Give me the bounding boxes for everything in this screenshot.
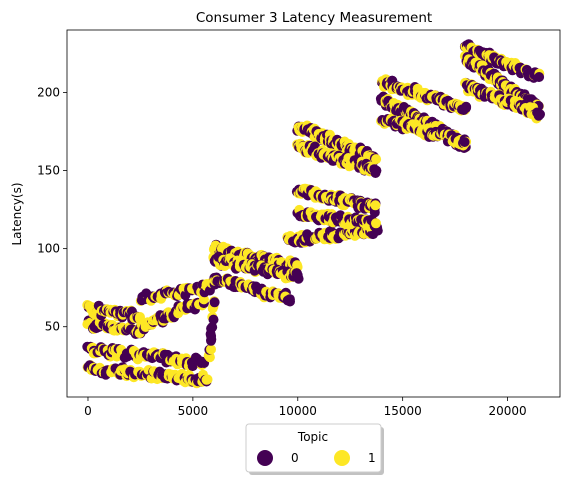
data-point (371, 154, 382, 165)
y-axis-label: Latency(s) (10, 182, 24, 245)
data-point (371, 218, 381, 229)
y-tick-label: 200 (37, 85, 60, 99)
data-point (206, 331, 217, 341)
legend: Topic 0 1 (245, 423, 384, 475)
y-tick-label: 50 (45, 320, 60, 334)
data-point (292, 270, 303, 281)
y-axis: 50 100 150 200 (37, 85, 67, 334)
data-point (204, 352, 215, 363)
x-tick-label: 10000 (279, 404, 317, 418)
data-point (135, 312, 145, 322)
legend-label-1: 1 (368, 451, 376, 465)
data-point (201, 374, 212, 385)
data-point (209, 297, 220, 308)
data-point (206, 323, 217, 334)
data-point (533, 110, 544, 121)
data-point (459, 137, 470, 147)
x-tick-label: 20000 (488, 404, 526, 418)
data-point (206, 344, 216, 355)
points-layer (82, 39, 545, 389)
legend-title: Topic (297, 430, 328, 444)
y-tick-label: 100 (37, 242, 60, 256)
legend-marker-1 (334, 450, 350, 466)
x-tick-label: 0 (84, 404, 92, 418)
legend-marker-0 (257, 450, 273, 466)
data-point (370, 168, 381, 178)
data-point (197, 356, 208, 367)
data-point (370, 200, 381, 211)
x-axis: 0 5000 10000 15000 20000 (84, 397, 527, 418)
chart-title: Consumer 3 Latency Measurement (196, 10, 432, 26)
y-tick-label: 150 (37, 164, 60, 178)
plot-frame (66, 29, 561, 398)
data-point (285, 296, 295, 307)
data-point (208, 314, 219, 325)
legend-label-0: 0 (291, 451, 299, 465)
data-point (461, 102, 472, 113)
x-tick-label: 15000 (384, 404, 422, 418)
x-tick-label: 5000 (178, 404, 209, 418)
data-point (534, 72, 545, 82)
